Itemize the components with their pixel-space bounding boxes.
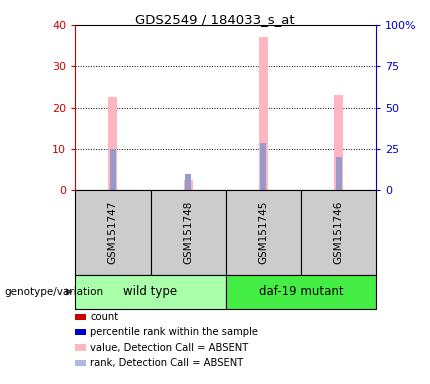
Text: rank, Detection Call = ABSENT: rank, Detection Call = ABSENT — [90, 358, 243, 368]
Text: GSM151748: GSM151748 — [183, 200, 193, 264]
Text: value, Detection Call = ABSENT: value, Detection Call = ABSENT — [90, 343, 249, 353]
Bar — [335, 157, 341, 190]
Bar — [334, 95, 343, 190]
Bar — [108, 97, 117, 190]
Bar — [261, 142, 266, 190]
Text: wild type: wild type — [123, 285, 178, 298]
Text: count: count — [90, 312, 118, 322]
Bar — [184, 180, 193, 190]
Text: GSM151747: GSM151747 — [108, 200, 118, 264]
Bar — [185, 174, 191, 190]
Text: GDS2549 / 184033_s_at: GDS2549 / 184033_s_at — [135, 13, 295, 26]
Text: GSM151745: GSM151745 — [258, 200, 268, 264]
Bar — [259, 37, 268, 190]
Text: GSM151746: GSM151746 — [334, 200, 344, 264]
Text: daf-19 mutant: daf-19 mutant — [259, 285, 343, 298]
Text: genotype/variation: genotype/variation — [4, 287, 104, 297]
Text: percentile rank within the sample: percentile rank within the sample — [90, 327, 258, 337]
Bar — [110, 149, 116, 190]
